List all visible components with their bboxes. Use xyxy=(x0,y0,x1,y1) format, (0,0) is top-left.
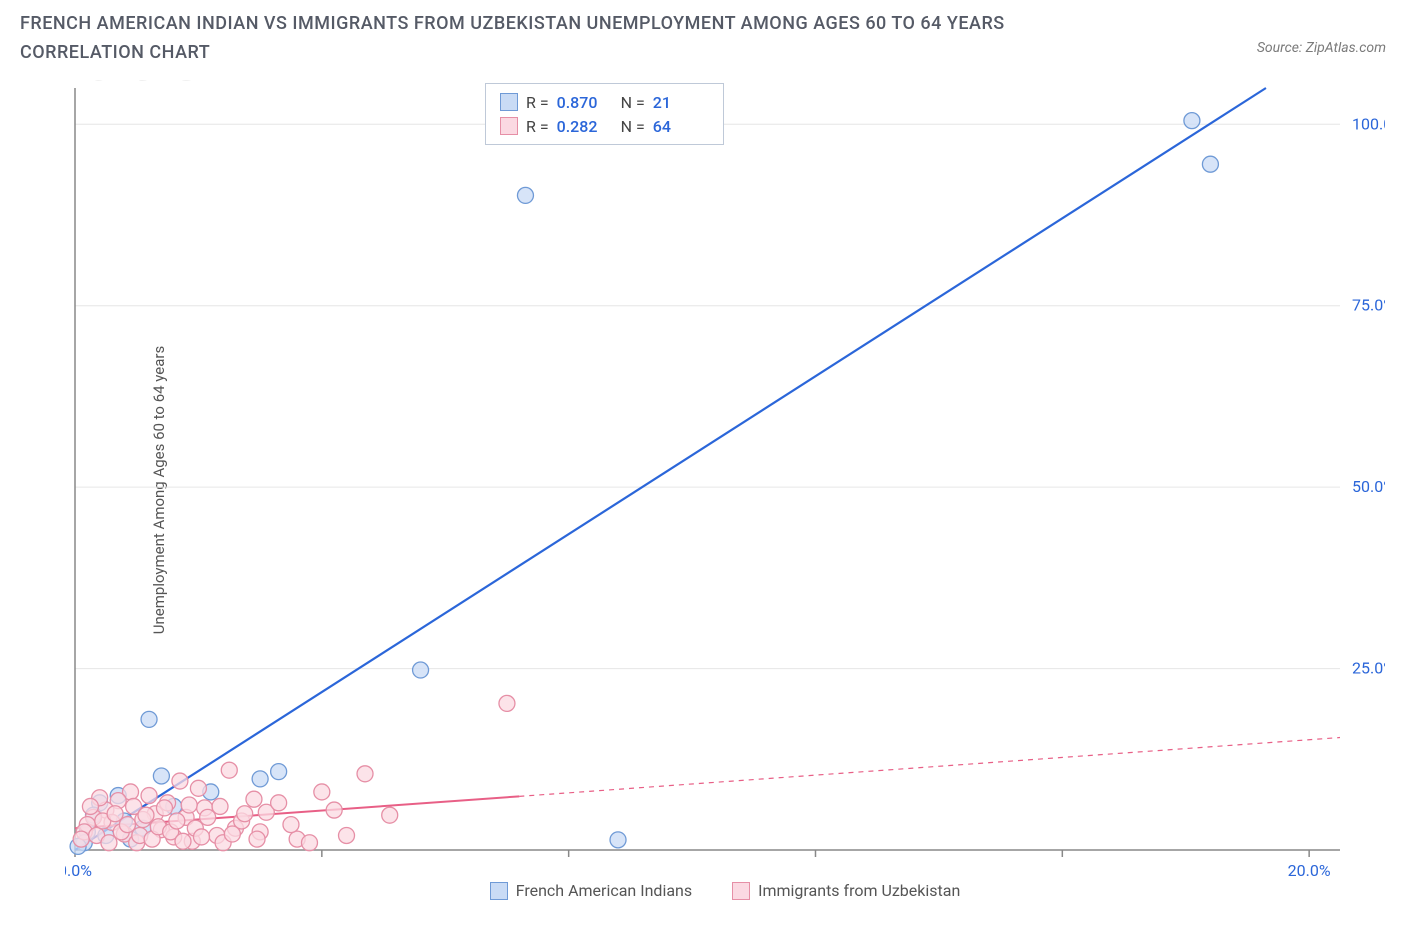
chart-title: FRENCH AMERICAN INDIAN VS IMMIGRANTS FRO… xyxy=(20,10,1120,68)
series-legend: French American Indians Immigrants from … xyxy=(55,881,1395,900)
legend-item: French American Indians xyxy=(490,881,692,900)
watermark: ZIPatlas xyxy=(65,80,206,99)
svg-text:20.0%: 20.0% xyxy=(1288,861,1331,880)
series-swatch-icon xyxy=(500,117,518,135)
svg-text:25.0%: 25.0% xyxy=(1352,659,1385,678)
series-swatch-icon xyxy=(732,882,750,900)
series-swatch-icon xyxy=(500,93,518,111)
series-swatch-icon xyxy=(490,882,508,900)
plot-area: Unemployment Among Ages 60 to 64 years Z… xyxy=(55,80,1395,900)
svg-text:100.0%: 100.0% xyxy=(1352,114,1385,133)
stats-row: R = 0.282 N = 64 xyxy=(500,114,709,138)
stats-row: R = 0.870 N = 21 xyxy=(500,90,709,114)
svg-text:50.0%: 50.0% xyxy=(1352,477,1385,496)
source-label: Source: ZipAtlas.com xyxy=(1257,40,1386,56)
stats-legend: R = 0.870 N = 21 R = 0.282 N = 64 xyxy=(485,83,724,145)
header: FRENCH AMERICAN INDIAN VS IMMIGRANTS FRO… xyxy=(0,0,1406,68)
svg-text:0.0%: 0.0% xyxy=(65,861,92,880)
svg-text:75.0%: 75.0% xyxy=(1352,296,1385,315)
legend-item: Immigrants from Uzbekistan xyxy=(732,881,960,900)
scatter-chart: ZIPatlas 25.0% 50.0% 75.0% 100.0% 0.0% 20.0% xyxy=(65,80,1385,880)
